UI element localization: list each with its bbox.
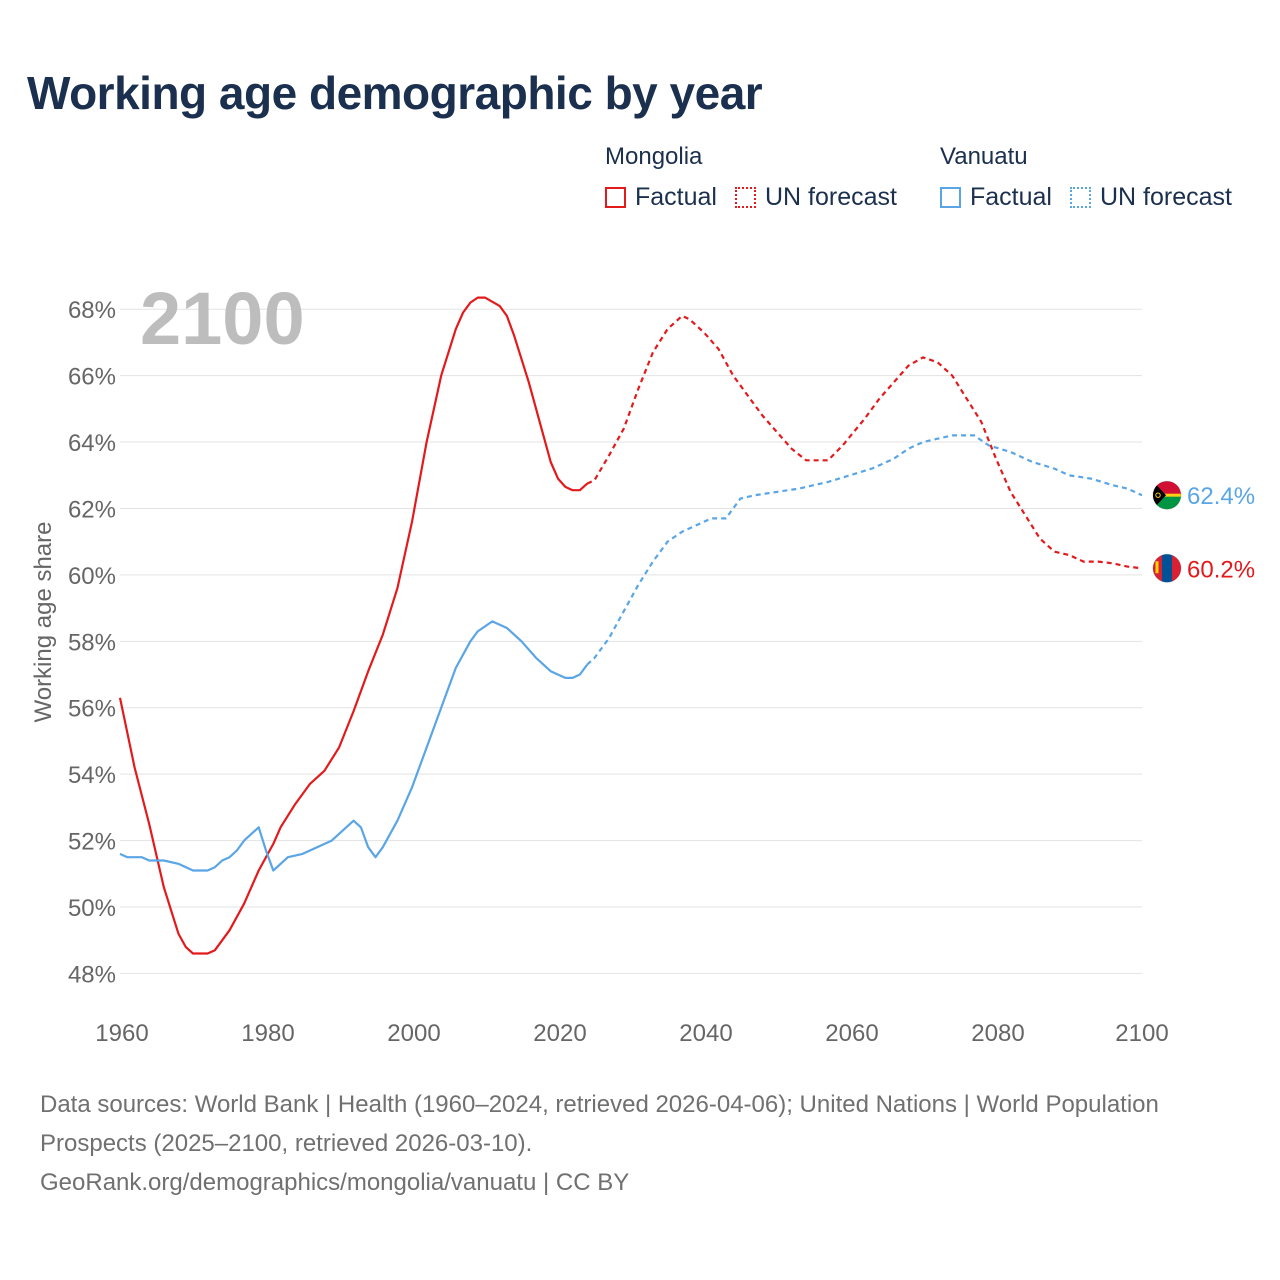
y-tick-label: 58% xyxy=(68,629,116,656)
series-line-vanuatu-factual xyxy=(119,620,589,872)
x-tick-label: 1980 xyxy=(241,1020,294,1047)
end-label-vanuatu: 62.4% xyxy=(1187,483,1255,510)
legend-swatch-solid-icon xyxy=(605,187,626,208)
x-tick-label: 2060 xyxy=(825,1020,878,1047)
chart-title: Working age demographic by year xyxy=(27,67,763,119)
vanuatu-flag-icon xyxy=(1152,480,1182,510)
legend-item-mongolia-forecast[interactable]: UN forecast xyxy=(734,183,897,212)
x-tick-label: 2100 xyxy=(1115,1020,1168,1047)
y-tick-label: 62% xyxy=(68,496,116,523)
footer: Data sources: World Bank | Health (1960–… xyxy=(40,1085,1220,1202)
flag-blue-center xyxy=(1162,554,1172,583)
flag-body xyxy=(1153,481,1181,510)
flag-black-triangle xyxy=(1153,481,1166,510)
footer-attribution: GeoRank.org/demographics/mongolia/vanuat… xyxy=(40,1169,630,1196)
flag-outline xyxy=(1152,553,1182,583)
series-line-vanuatu-forecast xyxy=(586,434,1143,666)
legend-label-factual: Factual xyxy=(635,183,717,211)
y-tick-label: 64% xyxy=(68,430,116,457)
flag-emblem xyxy=(1155,492,1161,498)
series-line-mongolia-factual xyxy=(118,296,588,955)
footer-sources: Data sources: World Bank | Health (1960–… xyxy=(40,1091,1159,1157)
mongolia-flag-icon xyxy=(1152,553,1182,583)
x-tick-label: 2040 xyxy=(679,1020,732,1047)
y-tick-label: 48% xyxy=(68,961,116,988)
legend-swatch-dotted-icon xyxy=(734,187,756,208)
x-tick-label: 1960 xyxy=(95,1020,148,1047)
x-tick-label: 2020 xyxy=(533,1020,586,1047)
series-line-mongolia-forecast xyxy=(586,314,1143,570)
legend-group-vanuatu: Vanuatu Factual UN forecast xyxy=(940,143,1232,212)
legend-label-forecast: UN forecast xyxy=(764,183,897,211)
y-tick-label: 68% xyxy=(68,297,116,324)
flag-body xyxy=(1153,554,1181,583)
flag-soyombo xyxy=(1155,561,1159,574)
flag-red-right xyxy=(1172,554,1181,583)
x-tick-label: 2000 xyxy=(387,1020,440,1047)
flag-outline xyxy=(1152,480,1182,510)
x-tick-label: 2080 xyxy=(971,1020,1024,1047)
legend-country-mongolia: Mongolia xyxy=(605,143,703,170)
legend-group-mongolia: Mongolia Factual UN forecast xyxy=(605,143,915,212)
y-tick-label: 50% xyxy=(68,895,116,922)
legend-item-vanuatu-factual[interactable]: Factual xyxy=(940,183,1052,212)
line-chart: 48% 50% 52% 54% 56% 58% 60% 62% 64% 66% 68% 1960 198… xyxy=(30,277,1255,1047)
legend-swatch-solid-icon xyxy=(940,187,961,208)
legend-label-factual: Factual xyxy=(970,183,1052,211)
legend-country-vanuatu: Vanuatu xyxy=(940,143,1028,170)
y-axis-label: Working age share xyxy=(30,522,57,723)
y-tick-label: 54% xyxy=(68,762,116,789)
legend-item-vanuatu-forecast[interactable]: UN forecast xyxy=(1069,183,1232,212)
flag-yellow-stripe xyxy=(1153,493,1181,497)
legend-label-forecast: UN forecast xyxy=(1099,183,1232,211)
end-label-mongolia: 60.2% xyxy=(1187,556,1255,583)
legend-item-mongolia-factual[interactable]: Factual xyxy=(605,183,717,212)
legend-swatch-dotted-icon xyxy=(1069,187,1091,208)
y-tick-label: 52% xyxy=(68,829,116,856)
y-tick-label: 56% xyxy=(68,696,116,723)
year-watermark: 2100 xyxy=(140,277,305,360)
y-tick-label: 66% xyxy=(68,364,116,391)
y-tick-label: 60% xyxy=(68,563,116,590)
